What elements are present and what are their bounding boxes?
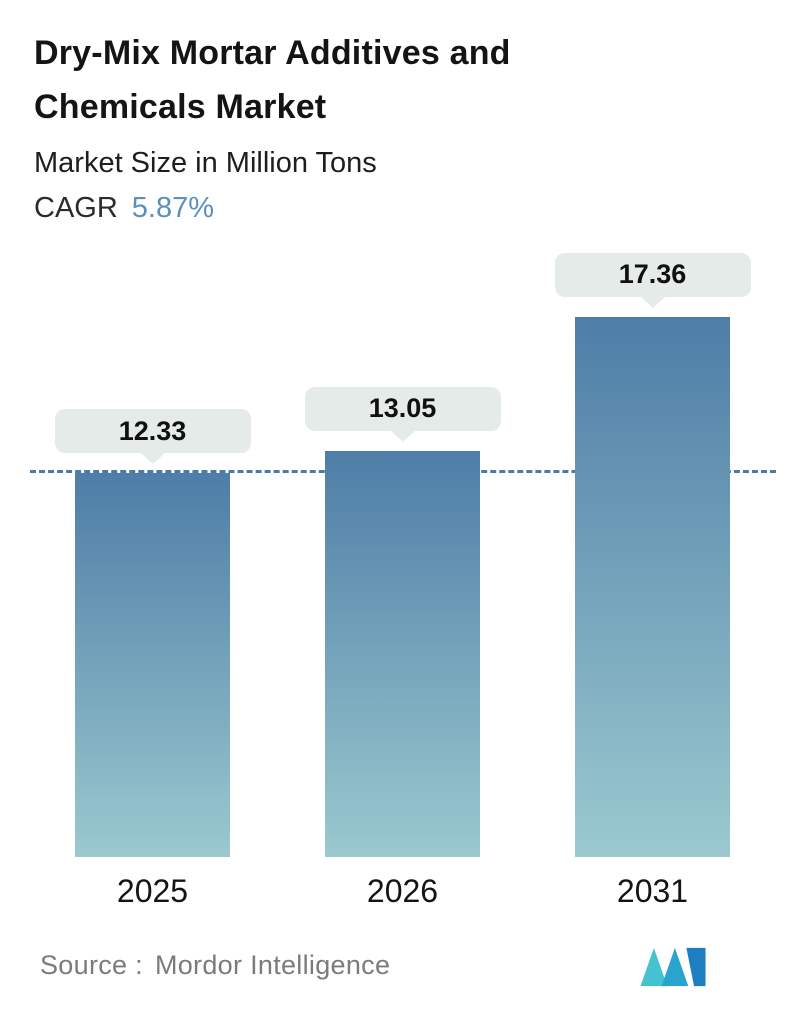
source-attribution: Source : Mordor Intelligence [40, 950, 390, 981]
plot-area: 12.33 13.05 17.36 [0, 239, 796, 857]
x-label-2025: 2025 [116, 872, 189, 909]
chart-subtitle: Market Size in Million Tons [34, 146, 377, 179]
chart-footer: Source : Mordor Intelligence [0, 944, 796, 988]
value-callout: 12.33 [54, 409, 251, 465]
source-value: Mordor Intelligence [154, 950, 391, 981]
x-axis-labels: 2025 2026 2031 [0, 873, 796, 910]
value-label: 13.05 [368, 393, 437, 424]
x-label-2026: 2026 [366, 872, 439, 909]
bars-row: 12.33 13.05 17.36 [0, 252, 796, 857]
cagr-label: CAGR [34, 191, 118, 224]
logo-shape-left [640, 947, 668, 986]
value-callout: 13.05 [304, 386, 501, 442]
bar-group-2025: 12.33 [54, 317, 251, 857]
bar-group-2026: 13.05 [304, 317, 501, 857]
callout-arrow-icon [139, 452, 166, 465]
x-label-2031: 2031 [616, 872, 689, 909]
page-title: Dry-Mix Mortar Additives and Chemicals M… [34, 34, 511, 127]
logo-shape-middle [661, 947, 689, 986]
cagr-value: 5.87% [131, 191, 215, 224]
value-label: 12.33 [118, 415, 187, 446]
logo-shape-right [686, 947, 706, 986]
bar-2031 [575, 316, 730, 857]
cagr-row: CAGR 5.87% [34, 192, 762, 225]
value-label: 17.36 [618, 259, 687, 290]
bar-group-2031: 17.36 [554, 252, 751, 857]
bar-chart: 12.33 13.05 17.36 2025 [0, 239, 796, 910]
bar-2025 [75, 473, 230, 857]
bar-2026 [325, 450, 480, 857]
value-callout: 17.36 [554, 252, 751, 308]
callout-arrow-icon [639, 295, 666, 308]
callout-arrow-icon [389, 429, 416, 442]
mordor-intelligence-logo [640, 947, 706, 986]
source-label: Source : [40, 950, 143, 981]
chart-header: Dry-Mix Mortar Additives and Chemicals M… [0, 0, 796, 225]
